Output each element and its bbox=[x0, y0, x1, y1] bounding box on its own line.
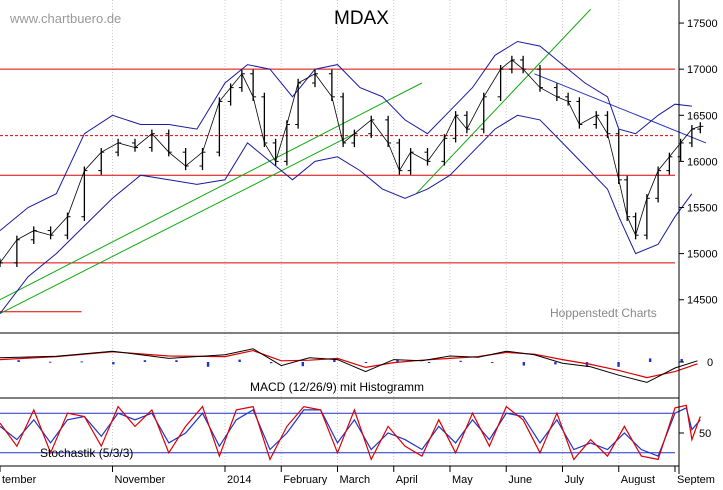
price-bar bbox=[328, 69, 335, 101]
macd-histogram-bar bbox=[143, 360, 147, 362]
macd-histogram-bar bbox=[48, 361, 52, 363]
price-bar bbox=[565, 92, 572, 106]
price-ytick-label-17500: 17500 bbox=[687, 18, 718, 30]
x-label-May: May bbox=[452, 474, 473, 485]
price-panel bbox=[0, 8, 707, 315]
x-label-April: April bbox=[396, 474, 418, 485]
chart-title: MDAX bbox=[334, 8, 389, 29]
trendline-1 bbox=[0, 133, 355, 315]
price-ytick-label-14500: 14500 bbox=[687, 295, 718, 307]
macd-histogram-bar bbox=[459, 360, 462, 362]
macd-histogram-bar bbox=[112, 362, 115, 365]
price-bar bbox=[615, 129, 622, 184]
x-label-February: February bbox=[283, 474, 328, 485]
macd-histogram-bar bbox=[427, 362, 431, 363]
macd-label: MACD (12/26/9) mit Histogramm bbox=[250, 380, 424, 394]
price-line bbox=[0, 59, 701, 264]
price-bar bbox=[250, 69, 257, 101]
x-label-June: June bbox=[508, 474, 532, 485]
price-bar bbox=[624, 175, 631, 221]
macd-histogram-bar bbox=[617, 362, 620, 367]
price-bar bbox=[452, 111, 459, 143]
stochastic-panel bbox=[0, 404, 701, 461]
price-bar bbox=[0, 258, 3, 267]
trendline-2 bbox=[415, 8, 591, 195]
price-bar bbox=[283, 120, 290, 166]
macd-histogram-bar bbox=[554, 362, 557, 365]
trendline-3 bbox=[534, 73, 707, 144]
price-bar bbox=[643, 194, 650, 240]
x-label-tember: tember bbox=[2, 474, 37, 485]
price-bar bbox=[385, 115, 392, 148]
stochastic-k-line bbox=[0, 404, 701, 461]
macd-histogram-bar bbox=[680, 359, 683, 362]
macd-histogram-bar bbox=[17, 360, 20, 362]
price-bar bbox=[441, 134, 448, 166]
macd-histogram-bar bbox=[522, 362, 526, 366]
macd-histogram-bar bbox=[333, 359, 336, 362]
macd-histogram-bar bbox=[206, 362, 210, 367]
macd-histogram-bar bbox=[585, 362, 589, 367]
macd-histogram-bar bbox=[648, 358, 652, 362]
macd-panel bbox=[0, 348, 698, 383]
price-bar bbox=[655, 166, 662, 203]
watermark-text: www.chartbuero.de bbox=[9, 11, 121, 26]
macd-histogram-bar bbox=[301, 362, 304, 367]
price-ytick-label-15500: 15500 bbox=[687, 203, 718, 215]
stochastic-label: Stochastik (5/3/3) bbox=[40, 446, 133, 460]
x-label-2014: 2014 bbox=[227, 474, 251, 485]
price-bar bbox=[480, 92, 487, 134]
macd-histogram-bar bbox=[396, 359, 399, 362]
price-ytick-label-15000: 15000 bbox=[687, 249, 718, 261]
credit-text: Hoppenstedt Charts bbox=[550, 306, 657, 320]
x-label-March: March bbox=[340, 474, 371, 485]
trendline-0 bbox=[0, 82, 423, 301]
x-label-Septem: Septem bbox=[677, 474, 715, 485]
macd-histogram-bar bbox=[175, 360, 178, 362]
price-bar bbox=[520, 55, 527, 74]
price-ytick-label-16000: 16000 bbox=[687, 156, 718, 168]
macd-histogram-bar bbox=[491, 362, 494, 363]
bollinger-upper bbox=[0, 40, 692, 231]
price-ytick-label-16500: 16500 bbox=[687, 110, 718, 122]
bollinger-lower bbox=[0, 114, 693, 314]
price-bar bbox=[697, 122, 704, 134]
x-label-August: August bbox=[621, 474, 655, 485]
price-bar bbox=[312, 69, 318, 88]
macd-histogram-bar bbox=[364, 362, 368, 363]
price-ytick-label-17000: 17000 bbox=[687, 64, 718, 76]
x-label-July: July bbox=[565, 474, 585, 485]
macd-line bbox=[0, 348, 698, 383]
stochastic-ytick-label-50: 50 bbox=[699, 428, 711, 440]
x-label-November: November bbox=[115, 474, 166, 485]
macd-ytick-label-0: 0 bbox=[707, 357, 713, 369]
price-bar bbox=[396, 138, 403, 175]
macd-histogram-bar bbox=[238, 359, 241, 362]
macd-histogram-bar bbox=[270, 362, 273, 364]
macd-histogram-bar bbox=[80, 361, 83, 363]
